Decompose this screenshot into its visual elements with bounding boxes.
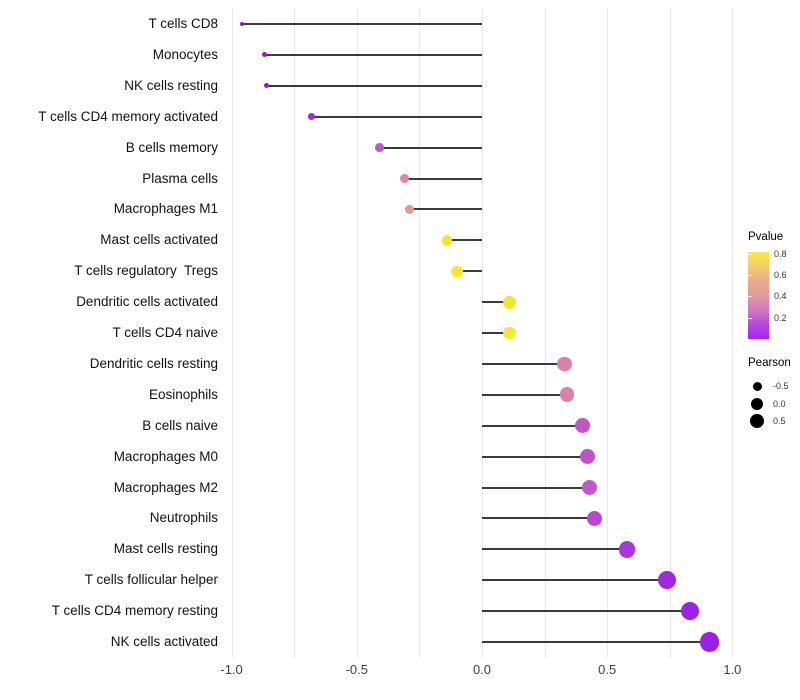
lollipop-dot (700, 632, 720, 652)
pvalue-legend-title: Pvalue (748, 231, 784, 243)
lollipop-dot (264, 83, 270, 89)
pvalue-colorbar-tick-mark (748, 317, 752, 319)
lollipop-stem (482, 362, 565, 365)
gridline (231, 8, 233, 658)
category-label: Mast cells resting (113, 541, 218, 557)
pvalue-colorbar-tick-label: 0.2 (774, 312, 787, 323)
category-label: Dendritic cells resting (89, 355, 218, 371)
gridline (294, 8, 296, 658)
lollipop-stem (482, 455, 588, 458)
lollipop-stem (482, 610, 690, 613)
pearson-legend-title: Pearson (748, 357, 791, 369)
pearson-size-dot (751, 397, 763, 410)
x-axis-tick-label: 0.0 (472, 662, 492, 677)
lollipop-stem (379, 146, 482, 149)
lollipop-dot (503, 295, 516, 309)
lollipop-stem (266, 84, 482, 87)
category-label: Eosinophils (148, 386, 218, 402)
pvalue-colorbar-tick-mark (748, 296, 752, 298)
pvalue-colorbar-tick-mark (748, 275, 752, 276)
lollipop-dot (261, 52, 267, 58)
lollipop-dot (658, 571, 677, 590)
lollipop-dot (503, 326, 516, 340)
lollipop-dot (582, 479, 598, 496)
category-label: B cells naive (142, 417, 218, 433)
lollipop-dot (574, 418, 590, 434)
lollipop-dot (308, 113, 315, 120)
category-label: NK cells resting (124, 77, 218, 93)
lollipop-stem (482, 517, 595, 520)
lollipop-stem (457, 270, 482, 273)
gridline (356, 8, 358, 658)
lollipop-stem (482, 301, 510, 304)
x-axis-tick-label: 1.0 (723, 662, 742, 677)
lollipop-dot (618, 541, 636, 558)
lollipop-stem (482, 486, 590, 489)
category-label: Monocytes (152, 46, 218, 62)
x-axis-tick-label: -1.0 (220, 662, 243, 677)
x-axis-tick-label: 0.5 (598, 662, 617, 677)
pvalue-colorbar (748, 252, 769, 339)
category-label: T cells CD4 naive (112, 325, 218, 340)
gridline (607, 8, 609, 658)
category-label: NK cells activated (110, 634, 218, 649)
lollipop-dot (557, 356, 572, 372)
category-label: Neutrophils (149, 510, 218, 526)
pvalue-colorbar-tick-label: 0.4 (774, 291, 787, 302)
lollipop-dot (404, 204, 415, 215)
category-label: Macrophages M0 (113, 448, 218, 464)
lollipop-stem (482, 641, 710, 643)
lollipop-dot (586, 510, 603, 527)
pearson-size-label: -0.5 (773, 381, 789, 391)
category-label: T cells CD8 (148, 16, 218, 31)
lollipop-dot (451, 265, 463, 277)
x-axis-tick-label: -0.5 (345, 662, 368, 677)
category-label: B cells memory (125, 139, 218, 155)
lollipop-dot (441, 234, 453, 246)
gridline (544, 8, 546, 658)
lollipop-dot (559, 387, 575, 403)
category-label: Plasma cells (142, 170, 218, 186)
lollipop-stem (482, 548, 628, 551)
category-label: Dendritic cells activated (76, 294, 218, 310)
category-label: Mast cells activated (100, 232, 218, 248)
gridline (419, 8, 421, 658)
lollipop-stem (482, 424, 583, 427)
gridline (669, 8, 671, 658)
lollipop-stem (241, 23, 482, 25)
lollipop-stem (482, 393, 568, 396)
pvalue-colorbar-tick-mark (748, 253, 752, 255)
pvalue-colorbar-tick-label: 0.8 (774, 248, 787, 259)
pearson-size-dot (752, 381, 762, 391)
lollipop-dot (239, 21, 244, 27)
category-label: Macrophages M1 (113, 201, 218, 217)
pearson-size-label: 0.0 (773, 398, 786, 409)
lollipop-stem (264, 53, 482, 56)
category-label: T cells CD4 memory activated (38, 108, 218, 124)
pvalue-colorbar-tick-label: 0.6 (774, 270, 787, 280)
lollipop-stem (482, 579, 668, 582)
lollipop-dot (579, 448, 595, 465)
lollipop-stem (446, 239, 482, 242)
lollipop-dot (375, 143, 384, 152)
category-label: Macrophages M2 (113, 479, 218, 495)
lollipop-stem (311, 115, 482, 118)
lollipop-stem (404, 177, 482, 180)
gridline (732, 8, 734, 658)
lollipop-stem (409, 208, 482, 211)
category-label: T cells CD4 memory resting (51, 603, 218, 619)
pearson-size-label: 0.5 (773, 416, 786, 426)
lollipop-stem (482, 332, 510, 334)
lollipop-dot (680, 601, 700, 621)
lollipop-dot (399, 173, 410, 184)
category-label: T cells follicular helper (84, 572, 218, 588)
pearson-size-dot (750, 414, 764, 428)
category-label: T cells regulatory Tregs (74, 263, 218, 279)
